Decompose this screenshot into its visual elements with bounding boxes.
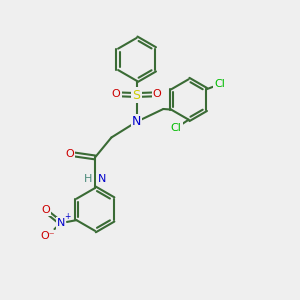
Text: O: O bbox=[112, 89, 121, 99]
Text: O: O bbox=[65, 149, 74, 160]
Text: Cl: Cl bbox=[214, 79, 225, 89]
Text: O⁻: O⁻ bbox=[40, 232, 55, 242]
Text: +: + bbox=[64, 212, 70, 221]
Text: O: O bbox=[153, 89, 161, 99]
Text: S: S bbox=[133, 88, 141, 101]
Text: N: N bbox=[57, 218, 65, 228]
Text: O: O bbox=[41, 205, 50, 215]
Text: H: H bbox=[84, 174, 93, 184]
Text: N: N bbox=[98, 174, 106, 184]
Text: Cl: Cl bbox=[171, 123, 182, 133]
Text: N: N bbox=[132, 115, 141, 128]
